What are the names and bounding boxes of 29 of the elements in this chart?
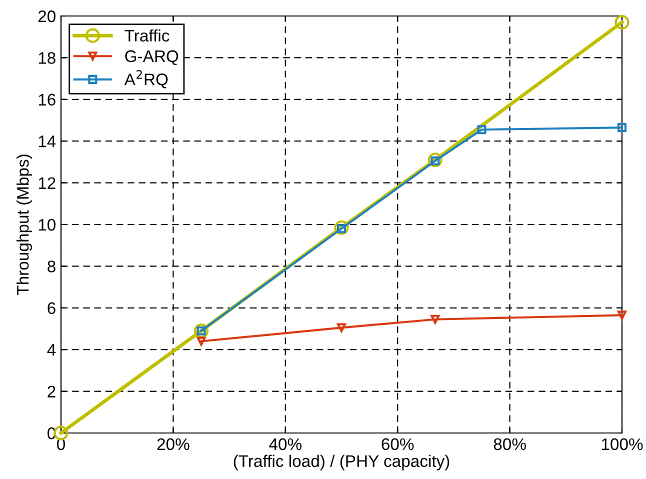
point — [617, 123, 627, 132]
legend-label: G-ARQ — [125, 50, 178, 66]
x-axis-title: (Traffic load) / (PHY capacity) — [234, 454, 450, 470]
point — [477, 125, 486, 134]
point — [617, 310, 627, 320]
y-tick-label: 10 — [38, 218, 56, 231]
y-tick-label: 20 — [38, 10, 56, 22]
y-tick-label: 2 — [48, 386, 56, 398]
point — [194, 324, 209, 338]
x-tick-label: 40% — [269, 438, 302, 450]
legend-label: Traffic — [124, 29, 170, 42]
y-tick-label: 16 — [38, 94, 56, 106]
y-tick-label: 6 — [48, 302, 56, 314]
y-tick-label: 8 — [48, 260, 56, 272]
y-tick-label: 4 — [47, 344, 56, 356]
point — [428, 152, 442, 168]
point — [336, 323, 346, 332]
x-tick-label: 80% — [494, 438, 526, 450]
legend-label: A$^{2}$RQ — [124, 70, 168, 88]
x-tick-label: 20% — [157, 438, 190, 450]
y-tick-label: 14 — [38, 136, 56, 148]
y-axis-title: Throughput (Mbps) — [16, 154, 32, 295]
point — [334, 220, 349, 235]
point — [614, 14, 630, 30]
y-tick-label: 18 — [38, 52, 56, 64]
x-tick-label: 60% — [382, 438, 414, 450]
y-tick-label: 12 — [38, 177, 56, 189]
point — [196, 336, 206, 346]
x-tick-label: 100% — [602, 438, 643, 450]
